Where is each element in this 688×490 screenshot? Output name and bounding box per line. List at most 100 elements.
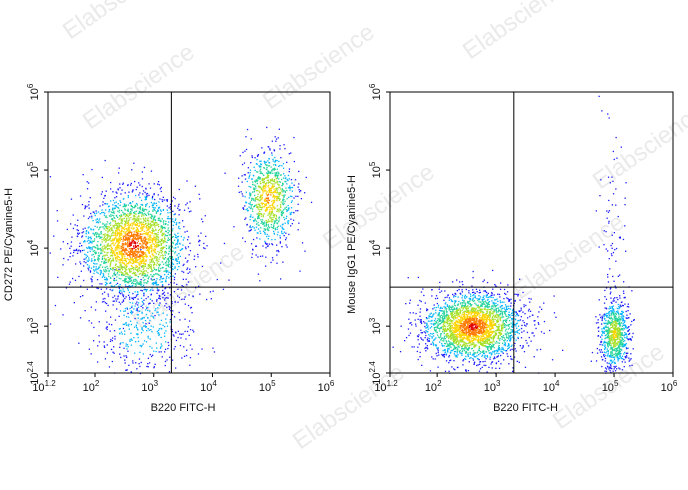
- event-dot: [257, 154, 259, 156]
- event-dot: [77, 232, 79, 234]
- event-dot: [499, 301, 502, 304]
- event-dot: [624, 356, 626, 358]
- event-dot: [504, 304, 507, 306]
- event-dot: [140, 221, 142, 223]
- event-dot: [500, 306, 502, 308]
- event-dot: [491, 353, 493, 355]
- event-dot: [126, 324, 128, 326]
- event-dot: [247, 167, 249, 169]
- event-dot: [264, 198, 266, 200]
- event-dot: [94, 263, 96, 265]
- event-dot: [164, 305, 166, 307]
- event-dot: [127, 227, 129, 229]
- event-dot: [611, 242, 614, 245]
- event-dot: [171, 268, 174, 270]
- event-dot: [492, 296, 494, 299]
- event-dot: [213, 351, 216, 353]
- event-dot: [105, 225, 107, 227]
- event-dot: [145, 227, 147, 229]
- event-dot: [439, 309, 441, 312]
- event-dot: [128, 232, 130, 234]
- event-dot: [517, 314, 519, 317]
- event-dot: [126, 272, 128, 274]
- event-dot: [139, 207, 141, 209]
- event-dot: [156, 244, 158, 246]
- event-dot: [252, 184, 254, 186]
- event-dot: [160, 242, 162, 245]
- event-dot: [260, 213, 263, 215]
- event-dot: [267, 228, 269, 230]
- event-dot: [160, 244, 162, 246]
- event-dot: [470, 295, 472, 297]
- event-dot: [473, 363, 475, 365]
- event-dot: [149, 241, 151, 244]
- event-dot: [88, 204, 90, 206]
- event-dot: [259, 213, 261, 215]
- event-dot: [102, 266, 104, 268]
- event-dot: [136, 322, 138, 324]
- event-dot: [246, 180, 248, 183]
- event-dot: [127, 221, 129, 223]
- event-dot: [170, 257, 172, 260]
- event-dot: [298, 189, 300, 191]
- event-dot: [136, 254, 138, 256]
- event-dot: [541, 308, 543, 310]
- event-dot: [140, 332, 143, 334]
- event-dot: [144, 191, 146, 194]
- event-dot: [116, 246, 119, 248]
- event-dot: [138, 256, 141, 258]
- event-dot: [147, 239, 149, 241]
- event-dot: [282, 183, 284, 185]
- event-dot: [266, 126, 268, 129]
- event-dot: [120, 356, 122, 359]
- event-dot: [271, 154, 273, 156]
- event-dot: [283, 194, 285, 197]
- event-dot: [136, 294, 138, 296]
- event-dot: [108, 245, 110, 247]
- event-dot: [95, 210, 97, 212]
- event-dot: [155, 283, 157, 285]
- event-dot: [270, 214, 272, 216]
- event-dot: [106, 328, 108, 331]
- event-dot: [162, 263, 165, 265]
- event-dot: [275, 178, 278, 180]
- event-dot: [238, 191, 240, 193]
- event-dot: [275, 140, 277, 142]
- event-dot: [479, 368, 482, 370]
- event-dot: [151, 196, 154, 199]
- event-dot: [279, 181, 282, 183]
- event-dot: [514, 319, 517, 321]
- event-dot: [442, 354, 445, 356]
- event-dot: [125, 258, 127, 260]
- event-dot: [183, 271, 185, 273]
- event-dot: [431, 289, 433, 291]
- event-dot: [418, 334, 420, 336]
- event-dot: [121, 272, 123, 274]
- event-dot: [140, 256, 142, 258]
- event-dot: [511, 329, 514, 332]
- event-dot: [260, 195, 262, 197]
- event-dot: [630, 358, 632, 360]
- event-dot: [260, 219, 262, 221]
- event-dot: [249, 195, 251, 197]
- event-dot: [139, 344, 141, 347]
- event-dot: [437, 366, 439, 368]
- event-dot: [146, 242, 148, 245]
- event-dot: [452, 293, 454, 296]
- event-dot: [276, 222, 279, 225]
- event-dot: [611, 176, 613, 178]
- event-dot: [256, 206, 259, 208]
- event-dot: [146, 233, 148, 235]
- event-dot: [481, 355, 483, 357]
- event-dot: [510, 337, 512, 339]
- event-dot: [167, 264, 169, 266]
- event-dot: [132, 262, 135, 264]
- event-dot: [276, 198, 278, 200]
- event-dot: [141, 252, 143, 254]
- event-dot: [478, 354, 480, 356]
- event-dot: [145, 243, 147, 245]
- event-dot: [174, 233, 176, 235]
- event-dot: [141, 251, 143, 253]
- event-dot: [124, 192, 126, 194]
- event-dot: [255, 204, 257, 206]
